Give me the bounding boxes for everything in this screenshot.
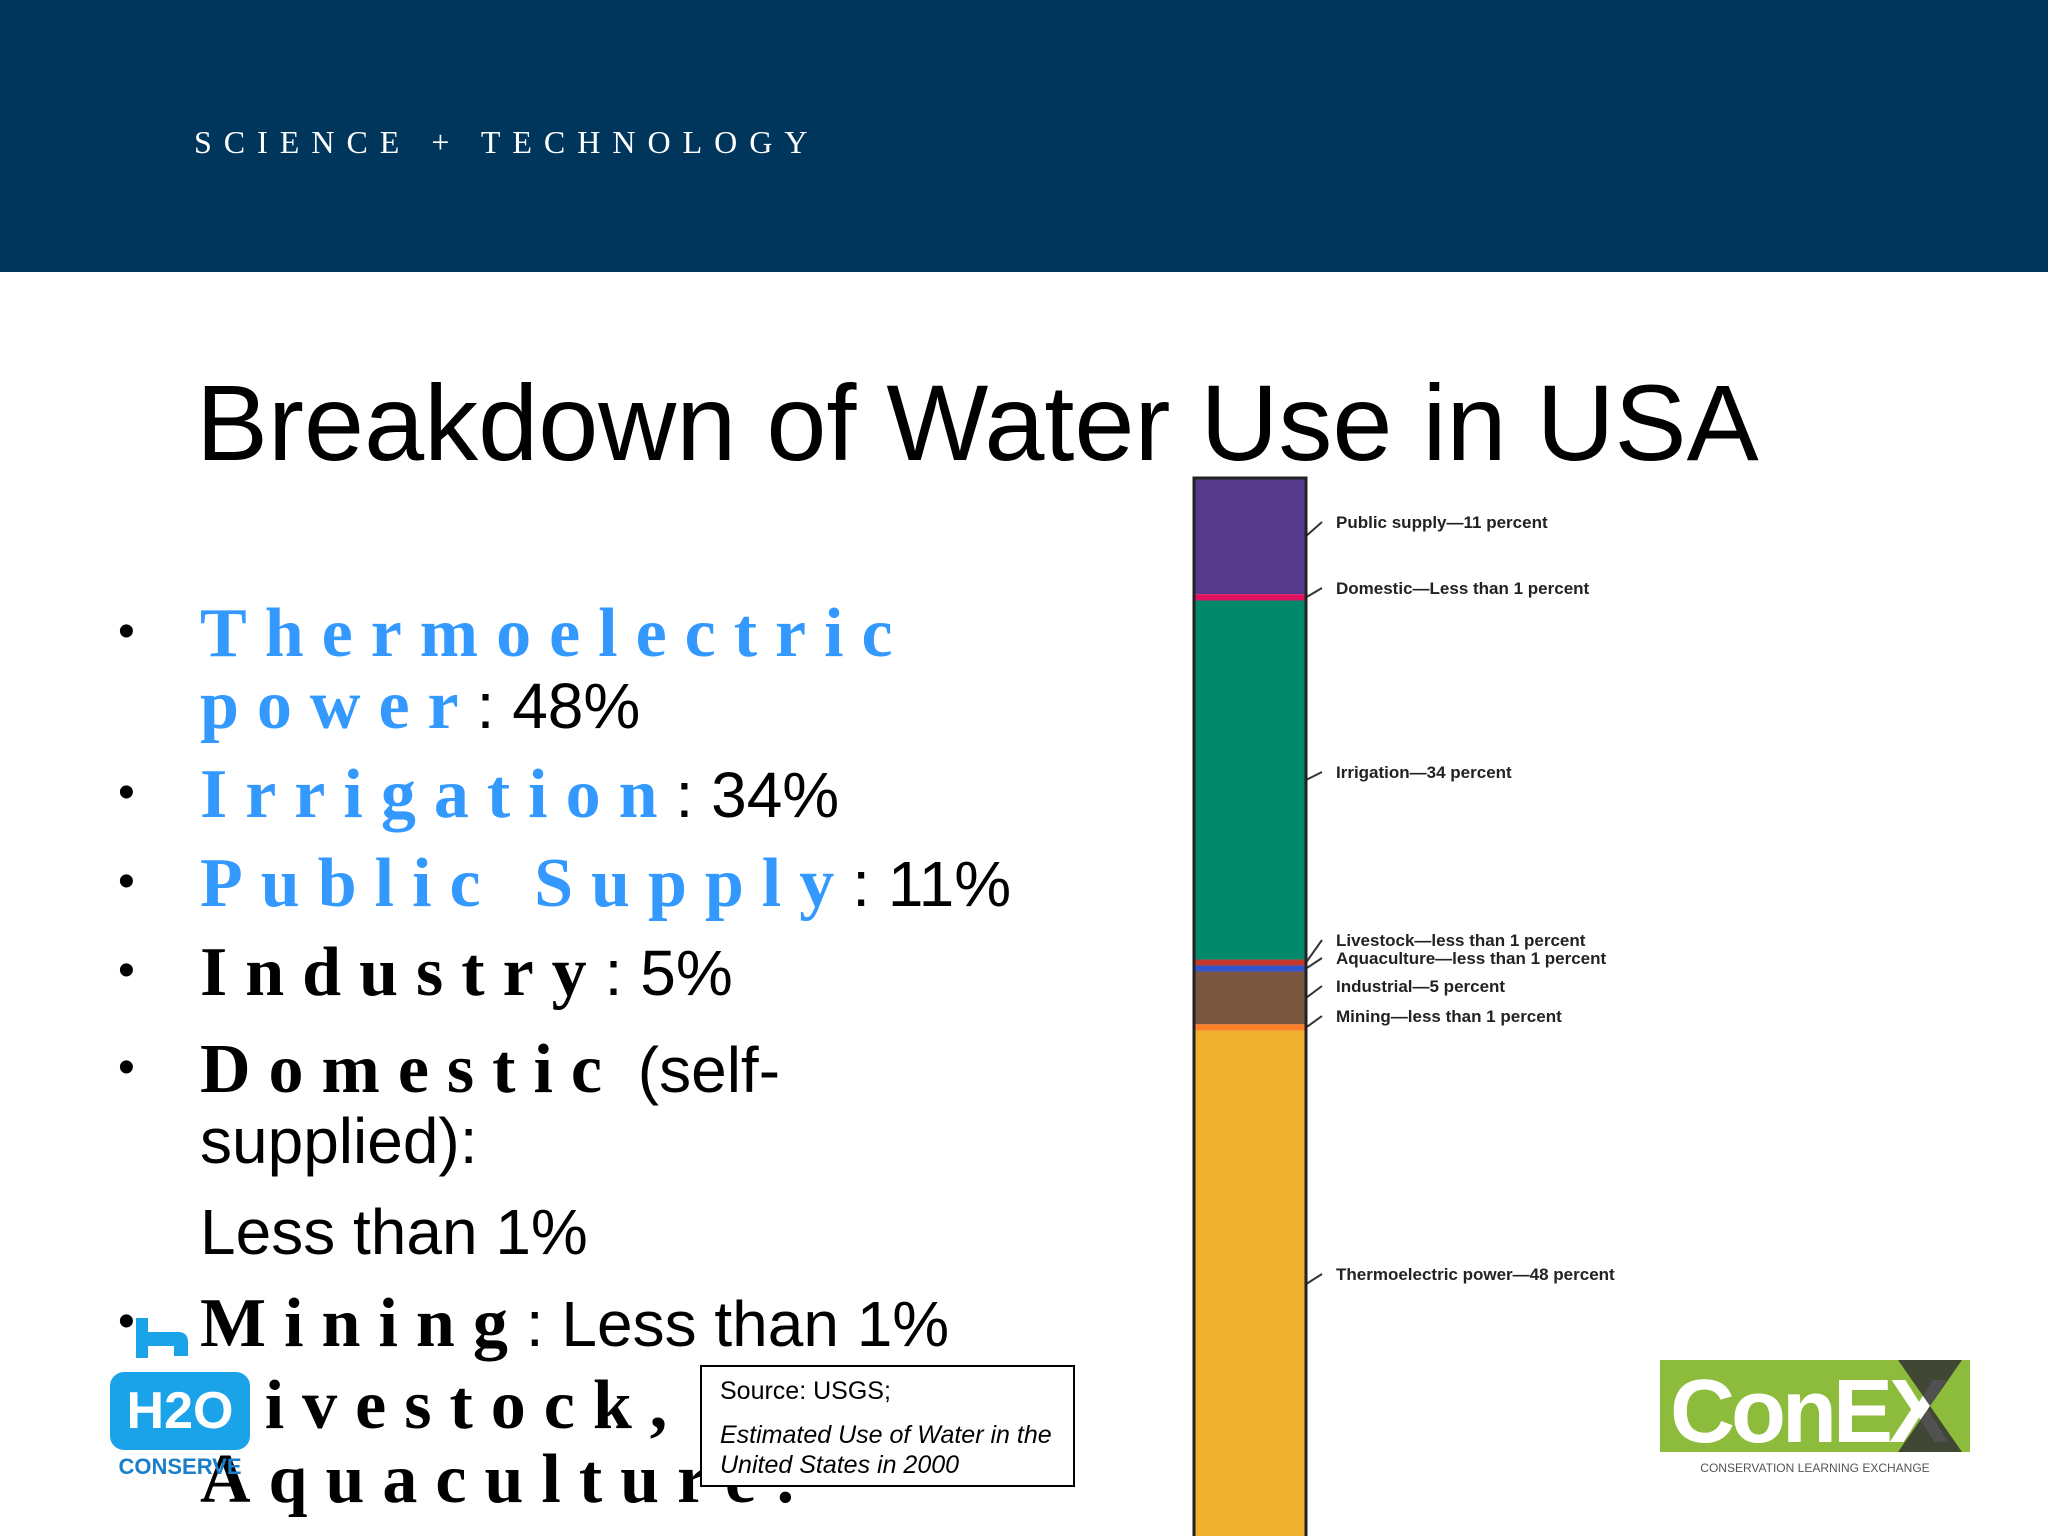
segment-label: Public supply—11 percent — [1336, 513, 1548, 532]
bullet-dot: • — [118, 944, 135, 997]
leader-line — [1305, 957, 1323, 970]
water-use-stacked-bar: Public supply—11 percent Domestic—Less th… — [1192, 476, 1615, 1536]
bullet-value: : 11% — [852, 848, 1012, 920]
source-line1: Source: USGS; — [720, 1377, 891, 1405]
segment-label: Thermoelectric power—48 percent — [1336, 1265, 1615, 1284]
bullet-label: Mining — [200, 1285, 526, 1362]
h2o-logo-subtext: CONSERVE — [118, 1454, 241, 1479]
bullet-label: Thermoelectric — [200, 595, 911, 672]
bullet-value: (self- — [637, 1034, 781, 1106]
bar-segment-livestock — [1194, 959, 1306, 966]
bullet-value: : Less than 1% — [525, 1288, 950, 1360]
leader-line — [1305, 939, 1323, 964]
source-box: Source: USGS; Estimated Use of Water in … — [700, 1365, 1075, 1487]
leader-line — [1305, 521, 1323, 537]
segment-label: Industrial—5 percent — [1336, 977, 1505, 996]
bar-segment-irrigation — [1194, 600, 1306, 960]
h2o-logo-block — [110, 1372, 250, 1450]
bullet-label: Public Supply — [200, 845, 853, 922]
bullet-value: : 34% — [675, 759, 840, 831]
leader-line — [1305, 1273, 1323, 1285]
bar-segment-aquaculture — [1194, 965, 1306, 972]
conex-x-shape — [1898, 1360, 1962, 1452]
bullet-label: power — [200, 667, 477, 744]
segment-label: Aquaculture—less than 1 percent — [1336, 949, 1607, 968]
bullet-dot: • — [118, 1041, 135, 1094]
h2o-logo-text: H2O — [127, 1382, 234, 1440]
leader-line — [1305, 587, 1323, 599]
bar-segment-domestic — [1194, 594, 1306, 601]
segment-label: Mining—less than 1 percent — [1336, 1007, 1562, 1026]
bullet-dot: • — [118, 855, 135, 908]
slide-title: Breakdown of Water Use in USA — [196, 362, 1759, 483]
bar-segment-industrial — [1194, 971, 1306, 1025]
bullet-label: Livestock, — [200, 1367, 686, 1444]
bar-segment-public-supply — [1194, 478, 1306, 595]
bullet-dot: • — [118, 1295, 135, 1348]
segment-label: Irrigation—34 percent — [1336, 763, 1512, 782]
source-line2: Estimated Use of Water in the United Sta… — [720, 1421, 1052, 1479]
bullet-label: Aquaculture: — [200, 1441, 816, 1518]
bullet-value: Less than 1% — [200, 1196, 588, 1268]
bullet-label: Industry — [200, 934, 605, 1011]
conex-logo: ConEX CONSERVATION LEARNING EXCHANGE — [1660, 1360, 1970, 1475]
bar-segment-thermoelectric-power — [1194, 1030, 1306, 1536]
leader-line — [1305, 1015, 1323, 1029]
leader-line — [1305, 771, 1323, 781]
h2o-conserve-logo: H2O CONSERVE — [110, 1318, 250, 1479]
faucet-icon — [136, 1318, 188, 1358]
bullet-label: Irrigation — [200, 756, 676, 833]
bullet-value: : 5% — [604, 937, 733, 1009]
bullet-value: supplied): — [200, 1105, 478, 1177]
conex-logo-subtext: CONSERVATION LEARNING EXCHANGE — [1700, 1461, 1929, 1475]
segment-label: Livestock—less than 1 percent — [1336, 931, 1586, 950]
leader-line — [1305, 985, 1323, 999]
header-text: SCIENCE + TECHNOLOGY — [194, 124, 820, 160]
bullet-dot: • — [118, 605, 135, 658]
bar-segment-mining — [1194, 1024, 1306, 1031]
bullet-value: : 48% — [476, 670, 641, 742]
header-banner: SCIENCE + TECHNOLOGY — [0, 0, 2048, 272]
segment-label: Domestic—Less than 1 percent — [1336, 579, 1590, 598]
bullet-label: Domestic — [200, 1031, 621, 1108]
bar-outline — [1192, 476, 1308, 1536]
bullet-dot: • — [118, 766, 135, 819]
